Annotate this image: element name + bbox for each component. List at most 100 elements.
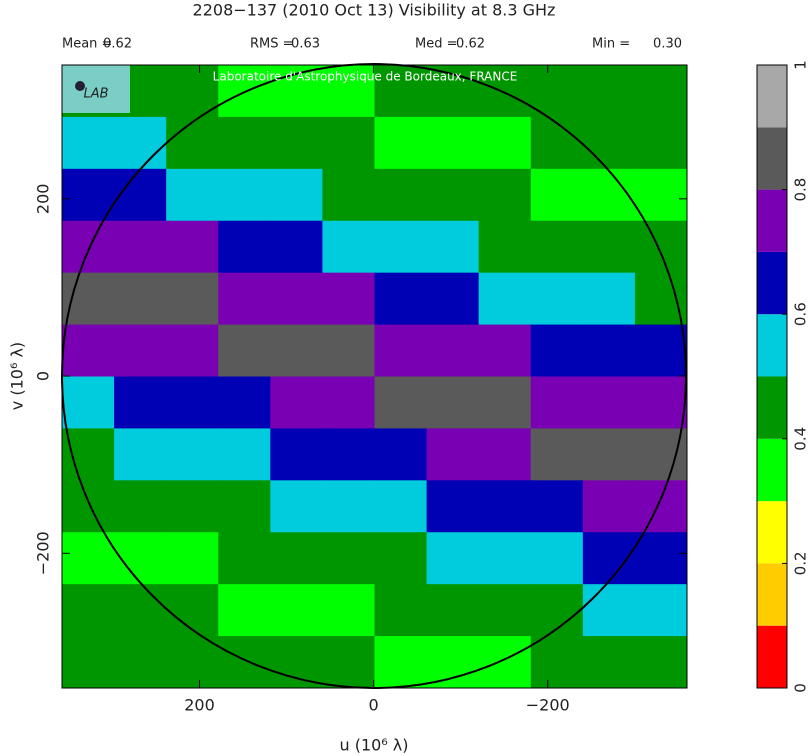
heatmap-cell — [270, 584, 323, 637]
heatmap-cell — [426, 116, 480, 170]
heatmap-cell — [322, 584, 375, 637]
logo: LAB — [83, 87, 108, 102]
heatmap-cell — [114, 636, 167, 689]
heatmap-cell — [322, 324, 375, 377]
heatmap-cell — [478, 532, 532, 585]
heatmap-cell — [322, 428, 375, 481]
heatmap-cell — [634, 324, 688, 377]
heatmap-cell — [530, 480, 584, 533]
heatmap-cell — [374, 116, 428, 170]
heatmap-cell — [62, 272, 115, 326]
heatmap-cell — [218, 324, 271, 377]
heatmap-cell — [530, 428, 584, 481]
heatmap — [62, 65, 688, 689]
heatmap-cell — [270, 376, 323, 429]
y-tick-label: 200 — [34, 184, 53, 215]
heatmap-cell — [218, 272, 271, 326]
heatmap-cell — [62, 532, 115, 585]
heatmap-cell — [270, 480, 323, 533]
x-tick-label: 0 — [369, 696, 379, 715]
colorbar-tick-label: 0.2 — [792, 551, 810, 575]
heatmap-cell — [426, 376, 480, 429]
heatmap-cell — [218, 168, 271, 222]
stat-value: 0.62 — [103, 37, 132, 52]
stat-name: Mean = — [62, 37, 112, 52]
stat-name: Med = — [415, 37, 458, 52]
colorbar-tick-label: 0.8 — [792, 178, 810, 202]
heatmap-cell — [634, 65, 688, 118]
heatmap-cell — [426, 480, 480, 533]
colorbar-segment — [757, 314, 787, 377]
heatmap-cell — [322, 532, 375, 585]
heatmap-cell — [634, 480, 688, 533]
heatmap-cell — [62, 116, 115, 170]
colorbar-segment — [757, 65, 787, 128]
heatmap-cell — [582, 324, 636, 377]
heatmap-cell — [478, 428, 532, 481]
logo-dot — [75, 81, 85, 91]
heatmap-cell — [426, 532, 480, 585]
colorbar-segment — [757, 251, 787, 315]
colorbar-segment — [757, 127, 787, 190]
heatmap-cell — [634, 168, 688, 222]
heatmap-cell — [426, 220, 480, 274]
heatmap-cell — [426, 636, 480, 689]
heatmap-cell — [374, 532, 428, 585]
heatmap-cell — [218, 220, 271, 274]
colorbar-tick-label: 0.6 — [792, 302, 810, 326]
heatmap-cell — [114, 324, 167, 377]
heatmap-cell — [218, 480, 271, 533]
colorbar-segment — [757, 189, 787, 252]
heatmap-cell — [530, 324, 584, 377]
heatmap-cell — [114, 480, 167, 533]
heatmap-cell — [374, 65, 428, 118]
heatmap-cell — [582, 376, 636, 429]
heatmap-cell — [166, 272, 219, 326]
heatmap-cell — [322, 272, 375, 326]
chart-title: 2208−137 (2010 Oct 13) Visibility at 8.3… — [193, 1, 556, 20]
heatmap-cell — [166, 532, 219, 585]
colorbar-segment — [757, 625, 787, 688]
heatmap-cell — [166, 65, 219, 118]
heatmap-cell — [374, 428, 428, 481]
heatmap-cell — [322, 480, 375, 533]
heatmap-cell — [218, 116, 271, 170]
heatmap-cell — [62, 168, 115, 222]
heatmap-cell — [634, 532, 688, 585]
heatmap-cell — [270, 272, 323, 326]
heatmap-cell — [530, 376, 584, 429]
x-tick-label: −200 — [526, 696, 570, 715]
heatmap-cell — [62, 376, 115, 429]
heatmap-cell — [530, 116, 584, 170]
heatmap-cell — [62, 220, 115, 274]
heatmap-cell — [322, 220, 375, 274]
heatmap-cell — [218, 532, 271, 585]
heatmap-cell — [114, 584, 167, 637]
heatmap-cell — [166, 220, 219, 274]
heatmap-cell — [582, 168, 636, 222]
heatmap-cell — [114, 532, 167, 585]
heatmap-cell — [166, 584, 219, 637]
heatmap-cell — [322, 116, 375, 170]
heatmap-cell — [374, 376, 428, 429]
heatmap-cell — [582, 65, 636, 118]
heatmap-cell — [530, 168, 584, 222]
heatmap-cell — [426, 324, 480, 377]
colorbar-segment — [757, 563, 787, 626]
heatmap-cell — [374, 272, 428, 326]
stat-value: 0.62 — [456, 37, 485, 52]
heatmap-cell — [218, 376, 271, 429]
heatmap-cell — [62, 324, 115, 377]
heatmap-cell — [582, 116, 636, 170]
stat-value: 0.63 — [291, 37, 320, 52]
heatmap-cell — [218, 428, 271, 481]
heatmap-cell — [478, 324, 532, 377]
heatmap-cell — [374, 480, 428, 533]
heatmap-cell — [322, 636, 375, 689]
heatmap-cell — [166, 480, 219, 533]
y-tick-label: −200 — [34, 531, 53, 575]
heatmap-cell — [218, 636, 271, 689]
heatmap-cell — [530, 636, 584, 689]
heatmap-cell — [582, 636, 636, 689]
